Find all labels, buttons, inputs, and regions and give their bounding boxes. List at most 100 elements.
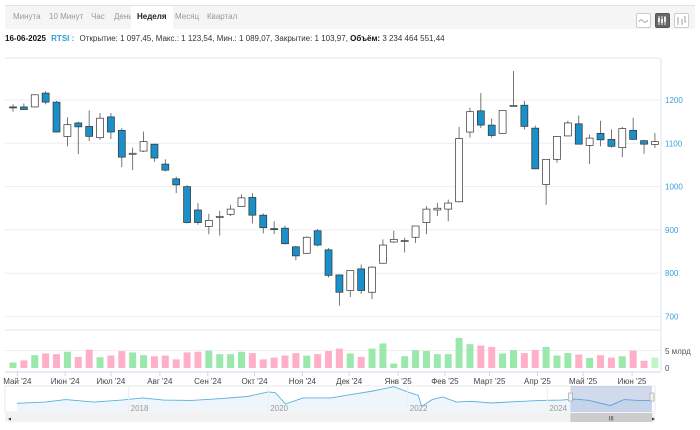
tab-quarter[interactable]: Квартал — [207, 12, 238, 21]
volume-bar — [629, 350, 637, 368]
candle-body — [509, 105, 518, 107]
volume-bar — [292, 353, 300, 368]
candle-body — [651, 141, 659, 145]
candle-body — [74, 122, 83, 128]
volume-bar — [303, 355, 311, 368]
volume-tick-label: 5 млрд — [665, 347, 691, 356]
ohlc-bars-button[interactable] — [674, 13, 689, 28]
navigator-handle[interactable] — [649, 392, 655, 402]
volume-bar — [63, 351, 71, 368]
volume-bar — [85, 349, 93, 368]
volume-bar — [466, 344, 474, 368]
candle-body — [30, 94, 39, 108]
candle-body — [585, 137, 594, 146]
volume-bar — [575, 354, 583, 368]
candle-body — [487, 124, 496, 136]
candle-body — [324, 249, 333, 276]
candle-body — [41, 92, 50, 103]
candle-body — [629, 129, 638, 140]
candle-body — [444, 202, 453, 210]
candle-body — [553, 136, 561, 160]
y-tick-label: 700 — [665, 313, 679, 322]
volume-bar — [216, 354, 224, 368]
navigator-year-label: 2018 — [131, 404, 149, 413]
candle-body — [466, 111, 474, 133]
volume-bar — [542, 346, 550, 368]
candle-body — [20, 106, 28, 110]
volume-bar — [150, 356, 158, 368]
ohlc-bars-icon — [677, 16, 686, 25]
volume-bar — [499, 353, 507, 368]
navigator-handle[interactable] — [568, 392, 573, 402]
candle-body — [389, 239, 398, 243]
candle-body — [302, 236, 311, 254]
candle-body — [96, 117, 104, 139]
volume-bar — [237, 351, 245, 368]
candle-body — [237, 197, 246, 207]
candle-body — [531, 127, 540, 170]
info-volume-value: 3 234 464 551,44 — [382, 34, 445, 43]
tab-minute[interactable]: Минута — [13, 12, 41, 21]
volume-bar — [368, 348, 376, 368]
volume-bar — [488, 346, 496, 368]
candle-body — [433, 207, 442, 211]
scrollbar-track[interactable] — [5, 413, 655, 422]
x-tick-label: Фев '25 — [431, 377, 459, 386]
volume-bar — [640, 360, 648, 368]
volume-bar — [412, 350, 420, 368]
volume-bar — [553, 355, 561, 368]
candle-body — [150, 143, 159, 159]
line-chart-button[interactable] — [636, 13, 651, 28]
volume-bar — [140, 355, 148, 368]
navigator-year-label: 2020 — [270, 404, 288, 413]
volume-bar — [194, 351, 202, 368]
candle-body — [183, 186, 191, 223]
volume-bar — [390, 363, 398, 368]
candlestick-icon — [658, 16, 666, 25]
candle-body — [476, 110, 485, 126]
tab-week[interactable]: Неделя — [131, 6, 173, 29]
navigator-line — [16, 386, 652, 408]
ohlc-info-line: 16-06-2025 RTSI : Открытие: 1 097,45, Ма… — [5, 34, 445, 43]
candle-body — [411, 225, 420, 238]
candle-body — [357, 268, 366, 291]
tab-10-minutes[interactable]: 10 Минут — [49, 12, 84, 21]
y-tick-label: 800 — [665, 269, 679, 278]
candle-body — [194, 209, 202, 223]
x-tick-label: Март '25 — [474, 377, 506, 386]
line-chart-icon — [638, 19, 649, 23]
info-date: 16-06-2025 — [5, 34, 46, 43]
candlestick-button[interactable] — [655, 13, 670, 28]
y-tick-label: 900 — [665, 226, 679, 235]
info-symbol: RTSI : — [51, 34, 75, 43]
candle-body — [542, 158, 550, 185]
candle-body — [400, 240, 409, 242]
navigator-selection — [570, 386, 652, 412]
tab-hour[interactable]: Час — [91, 12, 105, 21]
x-tick-label: Ноя '24 — [289, 377, 317, 386]
candle-body — [215, 216, 224, 218]
volume-bar — [118, 351, 126, 368]
volume-bar — [531, 350, 539, 368]
volume-bar — [401, 356, 409, 368]
candle-body — [596, 132, 605, 141]
candle-body — [248, 197, 257, 216]
y-tick-label: 1000 — [665, 183, 683, 192]
volume-bar — [597, 355, 605, 368]
candle-body — [292, 246, 300, 257]
volume-bar — [379, 343, 387, 368]
scrollbar-thumb[interactable] — [570, 413, 652, 422]
candle-body — [313, 230, 322, 246]
scroll-left-arrow-icon[interactable]: ◂ — [8, 417, 11, 423]
y-tick-label: 1200 — [665, 96, 683, 105]
volume-bar — [172, 359, 180, 368]
volume-bar — [248, 353, 256, 368]
tab-day[interactable]: День — [114, 12, 133, 21]
tab-month[interactable]: Месяц — [175, 12, 200, 21]
candle-body — [270, 228, 278, 230]
volume-bar — [509, 350, 517, 368]
scroll-right-arrow-icon[interactable]: ▸ — [652, 417, 655, 423]
volume-bar — [607, 357, 615, 368]
volume-bar — [227, 354, 235, 368]
